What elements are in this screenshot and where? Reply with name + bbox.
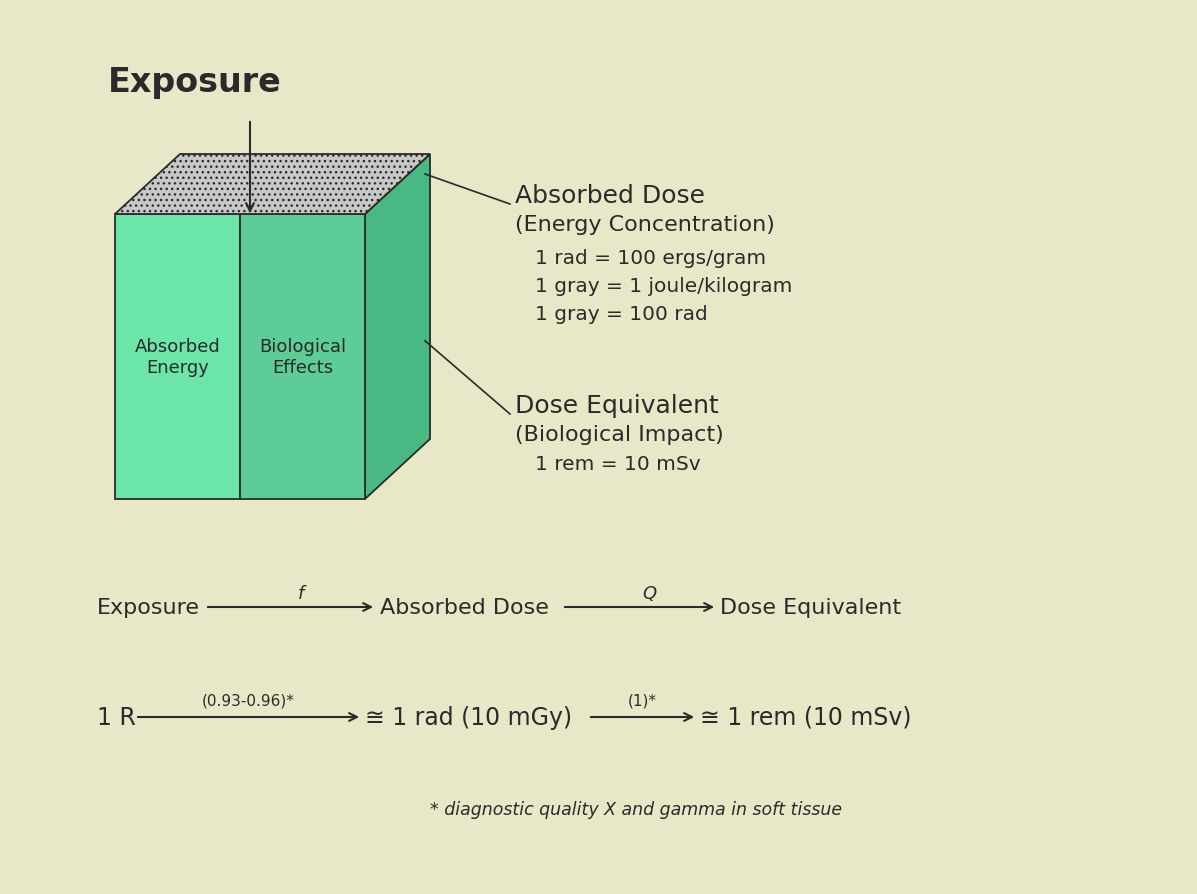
Text: Exposure: Exposure — [108, 65, 281, 98]
Text: (0.93-0.96)*: (0.93-0.96)* — [202, 693, 294, 708]
Text: Q: Q — [643, 585, 657, 603]
Text: 1 gray = 1 joule/kilogram: 1 gray = 1 joule/kilogram — [535, 276, 792, 295]
Text: Dose Equivalent: Dose Equivalent — [515, 393, 718, 417]
Text: Dose Equivalent: Dose Equivalent — [721, 597, 901, 618]
Polygon shape — [241, 215, 365, 500]
Text: 1 rad = 100 ergs/gram: 1 rad = 100 ergs/gram — [535, 249, 766, 267]
Text: f: f — [297, 585, 304, 603]
Text: 1 gray = 100 rad: 1 gray = 100 rad — [535, 304, 707, 323]
Text: ≅ 1 rem (10 mSv): ≅ 1 rem (10 mSv) — [700, 705, 911, 730]
Text: 1 R: 1 R — [97, 705, 136, 730]
Polygon shape — [365, 155, 430, 500]
Polygon shape — [115, 215, 241, 500]
Text: (1)*: (1)* — [628, 693, 657, 708]
Text: (Energy Concentration): (Energy Concentration) — [515, 215, 774, 235]
Text: (Biological Impact): (Biological Impact) — [515, 425, 724, 444]
Text: ≅ 1 rad (10 mGy): ≅ 1 rad (10 mGy) — [365, 705, 572, 730]
Text: Absorbed
Energy: Absorbed Energy — [134, 338, 220, 376]
Text: Absorbed Dose: Absorbed Dose — [515, 184, 705, 207]
Text: Exposure: Exposure — [97, 597, 200, 618]
Text: Biological
Effects: Biological Effects — [259, 338, 346, 376]
Text: 1 rem = 10 mSv: 1 rem = 10 mSv — [535, 455, 700, 474]
Text: Absorbed Dose: Absorbed Dose — [379, 597, 549, 618]
Polygon shape — [115, 155, 430, 215]
Text: * diagnostic quality X and gamma in soft tissue: * diagnostic quality X and gamma in soft… — [430, 800, 843, 818]
